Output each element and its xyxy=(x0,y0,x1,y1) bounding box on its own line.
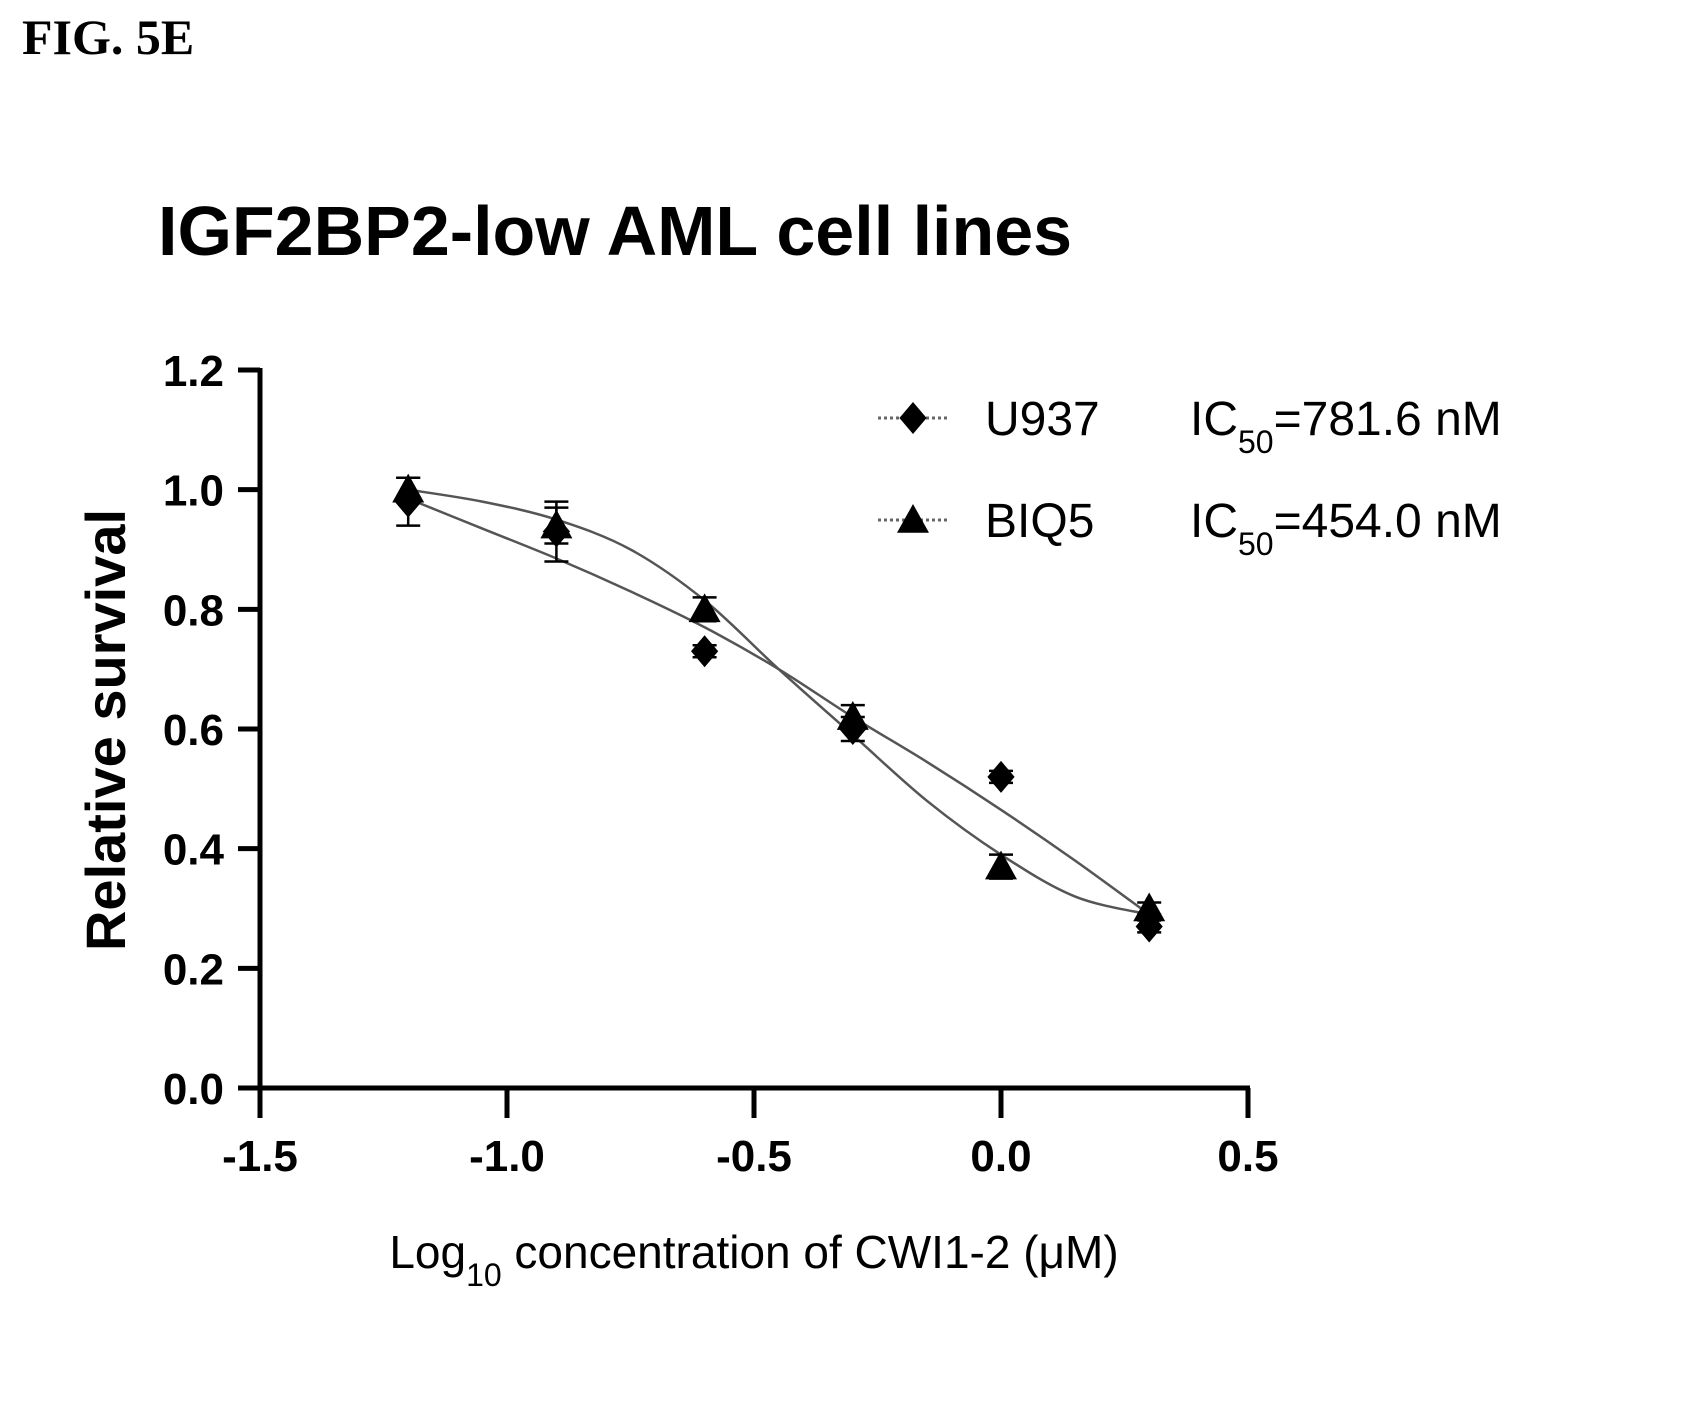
data-points xyxy=(392,473,1166,943)
legend-marker xyxy=(899,402,927,434)
figure-label: FIG. 5E xyxy=(22,9,195,65)
axes: -1.5 -1.0 -0.5 0.0 0.5 0.0 0.2 0.4 0.6 0.8 1.0 1.2 xyxy=(163,347,1279,1181)
legend-ic50: IC50=454.0 nM xyxy=(1190,495,1502,562)
x-tick-label: 0.5 xyxy=(1217,1132,1278,1181)
legend-label: U937 xyxy=(985,393,1100,446)
x-axis-label: Log10 concentration of CWI1-2 (μM) xyxy=(389,1226,1118,1293)
ic50-prefix: IC xyxy=(1190,495,1238,548)
data-point xyxy=(987,760,1015,793)
data-point xyxy=(688,593,721,623)
data-point xyxy=(392,473,425,503)
fit-curve xyxy=(408,488,1150,916)
data-point xyxy=(540,509,573,539)
y-tick-label: 0.6 xyxy=(163,706,224,755)
y-tick-label: 0.0 xyxy=(163,1065,224,1114)
fit-curves xyxy=(407,488,1150,916)
x-axis-label-prefix: Log xyxy=(389,1226,466,1278)
y-tick-label: 1.0 xyxy=(163,467,224,516)
x-tick-label: -0.5 xyxy=(716,1132,792,1181)
data-point xyxy=(691,635,719,668)
data-point xyxy=(985,850,1017,880)
legend-label: BIQ5 xyxy=(985,495,1094,548)
y-tick-label: 0.2 xyxy=(163,945,224,994)
fit-curve xyxy=(407,497,1150,916)
y-tick-label: 0.8 xyxy=(163,586,224,635)
ic50-subscript: 50 xyxy=(1238,424,1274,460)
legend-marker xyxy=(897,504,929,533)
y-axis-label: Relative survival xyxy=(74,509,137,951)
ic50-prefix: IC xyxy=(1190,393,1238,446)
x-tick-label: -1.0 xyxy=(469,1132,545,1181)
y-tick-label: 1.2 xyxy=(163,347,224,396)
chart-title: IGF2BP2-low AML cell lines xyxy=(158,192,1072,270)
x-axis-label-rest: concentration of CWI1-2 (μM) xyxy=(502,1226,1119,1278)
ic50-value: =781.6 nM xyxy=(1274,393,1502,446)
ic50-subscript: 50 xyxy=(1238,526,1274,562)
ic50-value: =454.0 nM xyxy=(1274,495,1502,548)
y-tick-label: 0.4 xyxy=(163,826,225,875)
data-point xyxy=(1133,892,1166,922)
x-tick-label: -1.5 xyxy=(222,1132,298,1181)
data-point xyxy=(836,701,869,730)
legend-ic50: IC50=781.6 nM xyxy=(1190,393,1502,460)
x-axis-label-subscript: 10 xyxy=(466,1257,502,1293)
x-tick-label: 0.0 xyxy=(970,1132,1031,1181)
